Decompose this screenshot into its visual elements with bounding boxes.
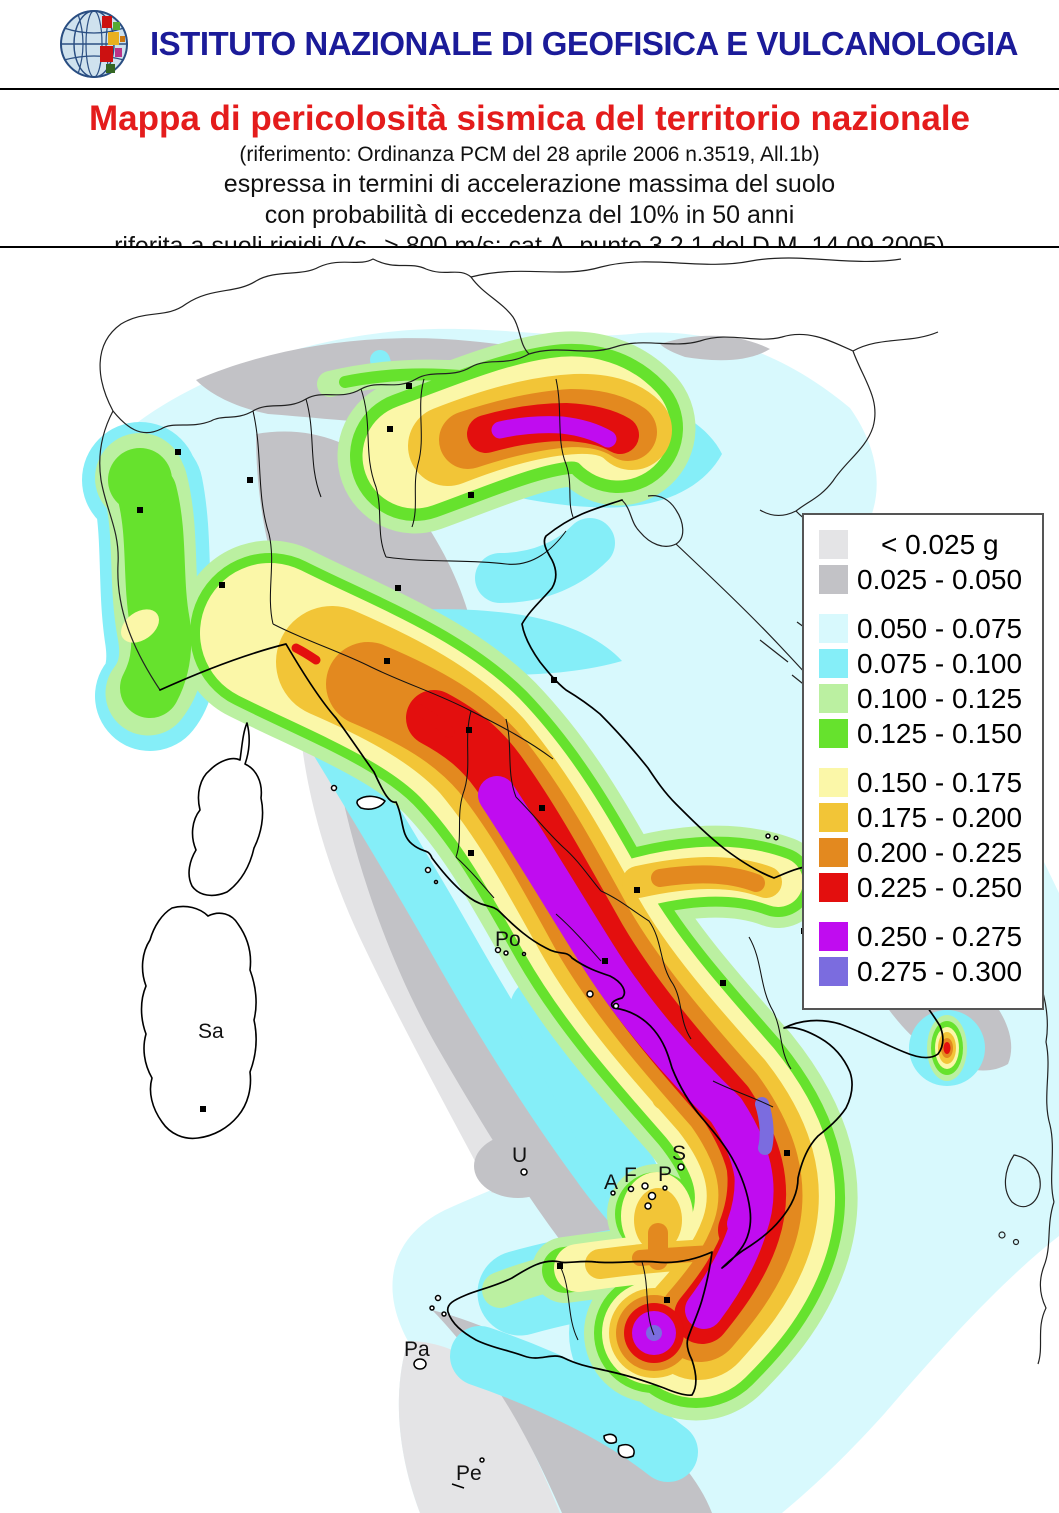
legend-swatch <box>819 838 848 867</box>
separator-line <box>0 246 1059 248</box>
legend-swatch <box>819 922 848 951</box>
island-label-pelagie: Pe <box>456 1462 482 1485</box>
map-subtitle-1: espressa in termini di accelerazione mas… <box>223 170 836 198</box>
legend-label: 0.225 - 0.250 <box>857 871 1023 903</box>
island-label-pantelleria: Pa <box>404 1338 430 1361</box>
island-label-filicudi: F <box>624 1164 637 1187</box>
legend-row: 0.075 - 0.100 <box>819 646 1042 681</box>
legend-row: 0.125 - 0.150 <box>819 716 1042 751</box>
legend-label: 0.150 - 0.175 <box>857 766 1023 798</box>
map-title: Mappa di pericolosità sismica del territ… <box>88 99 971 138</box>
legend-label: 0.125 - 0.150 <box>857 717 1023 749</box>
legend: < 0.025 g 0.025 - 0.050 0.050 - 0.075 0.… <box>802 513 1044 1010</box>
legend-swatch <box>819 614 848 643</box>
island-label-ponza: Po <box>495 928 521 951</box>
island-label-panarea: P <box>658 1163 672 1186</box>
legend-row: 0.200 - 0.225 <box>819 835 1042 870</box>
legend-label: 0.275 - 0.300 <box>857 955 1023 987</box>
map-subtitle-2: con probabilità di eccedenza del 10% in … <box>264 201 795 229</box>
legend-row: 0.225 - 0.250 <box>819 870 1042 905</box>
island-label-sardegna: Sa <box>198 1020 224 1043</box>
legend-row: 0.100 - 0.125 <box>819 681 1042 716</box>
legend-row: 0.050 - 0.075 <box>819 611 1042 646</box>
legend-label: 0.175 - 0.200 <box>857 801 1023 833</box>
island-label-ustica: U <box>512 1144 527 1167</box>
legend-row: 0.275 - 0.300 <box>819 954 1042 989</box>
legend-swatch <box>819 719 848 748</box>
legend-label: < 0.025 g <box>881 528 999 560</box>
legend-row: 0.025 - 0.050 <box>819 562 1042 597</box>
city-markers <box>137 383 807 1303</box>
island-label-alicudi: A <box>604 1171 618 1194</box>
legend-row: 0.175 - 0.200 <box>819 800 1042 835</box>
island-label-stromboli: S <box>672 1142 686 1165</box>
title-block: Mappa di pericolosità sismica del territ… <box>0 90 1059 264</box>
legend-swatch <box>819 957 848 986</box>
legend-swatch <box>819 565 848 594</box>
legend-label: 0.050 - 0.075 <box>857 612 1023 644</box>
legend-label: 0.075 - 0.100 <box>857 647 1023 679</box>
legend-swatch <box>819 803 848 832</box>
legend-label: 0.100 - 0.125 <box>857 682 1023 714</box>
legend-label: 0.025 - 0.050 <box>857 563 1023 595</box>
map-area: Po Sa U A F P S Pa Pe < 0.025 g 0.025 - … <box>0 248 1059 1513</box>
hazard-map: Po Sa U A F P S Pa Pe <box>82 257 1059 1513</box>
legend-row: 0.150 - 0.175 <box>819 765 1042 800</box>
separator-line <box>0 88 1059 90</box>
legend-swatch <box>819 873 848 902</box>
header: ISTITUTO NAZIONALE DI GEOFISICA E VULCAN… <box>0 0 1059 88</box>
legend-label: 0.200 - 0.225 <box>857 836 1023 868</box>
legend-swatch <box>819 768 848 797</box>
institute-name: ISTITUTO NAZIONALE DI GEOFISICA E VULCAN… <box>150 25 1019 62</box>
legend-row: < 0.025 g <box>819 527 1042 562</box>
legend-row: 0.250 - 0.275 <box>819 919 1042 954</box>
legend-swatch <box>819 530 848 559</box>
ingv-logo <box>60 10 128 78</box>
map-reference: (riferimento: Ordinanza PCM del 28 april… <box>239 143 820 166</box>
legend-swatch <box>819 649 848 678</box>
legend-label: 0.250 - 0.275 <box>857 920 1023 952</box>
legend-swatch <box>819 684 848 713</box>
